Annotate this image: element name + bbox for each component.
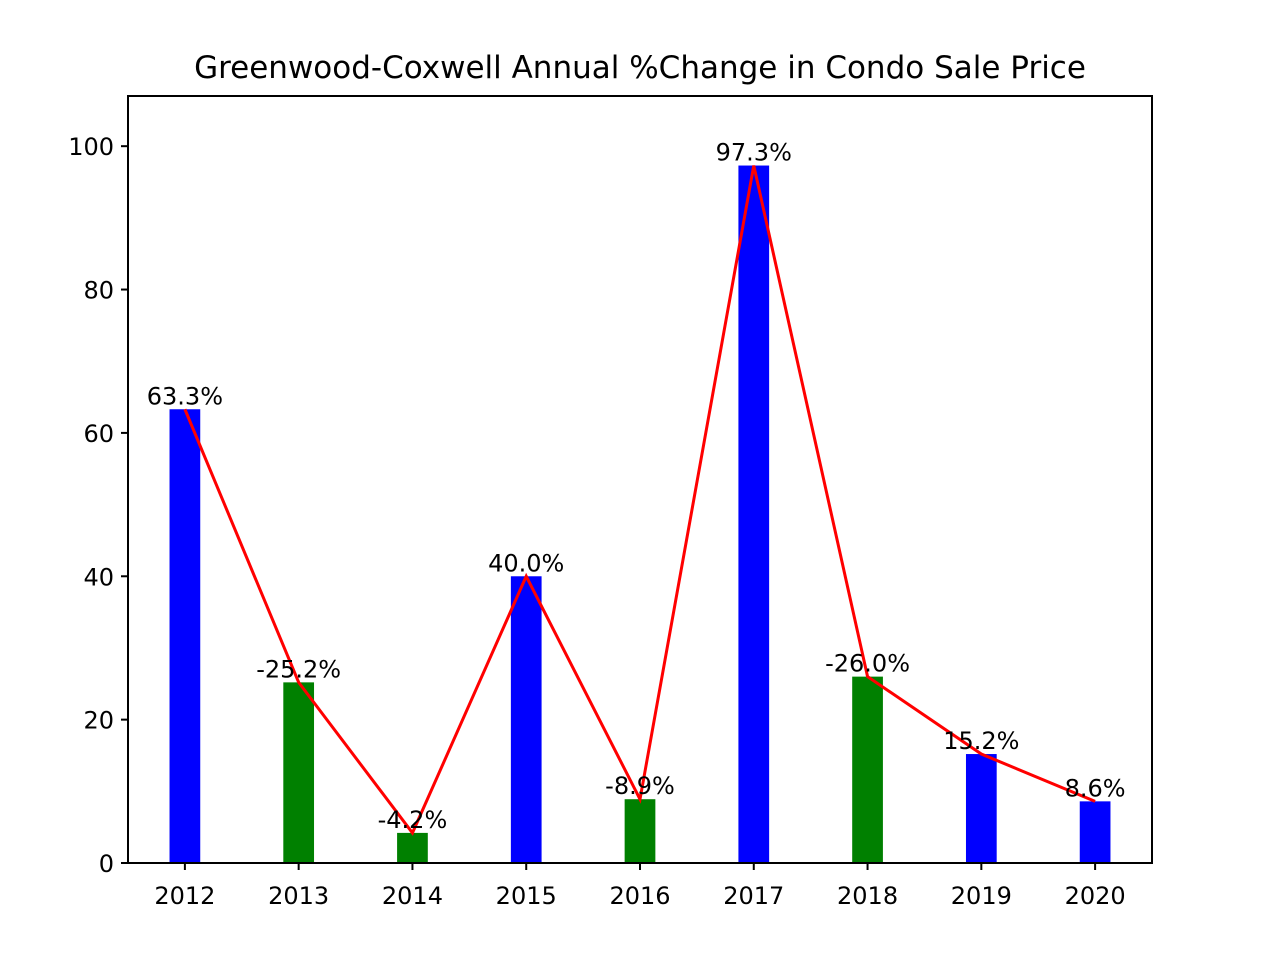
data-label-2014: -4.2% [378, 806, 448, 834]
bar-2019 [965, 754, 997, 863]
data-label-2012: 63.3% [147, 382, 223, 410]
x-tick-label-2014: 2014 [382, 882, 443, 910]
y-tick-label-60: 60 [83, 420, 114, 448]
y-tick-label-100: 100 [68, 133, 114, 161]
chart-title: Greenwood-Coxwell Annual %Change in Cond… [194, 50, 1086, 86]
y-tick-label-40: 40 [83, 563, 114, 591]
y-tick-label-80: 80 [83, 277, 114, 305]
data-label-2020: 8.6% [1065, 774, 1126, 802]
bar-2012 [169, 409, 201, 863]
x-tick-label-2019: 2019 [951, 882, 1012, 910]
trend-line-layer [183, 165, 1096, 836]
y-tick-label-0: 0 [99, 850, 114, 878]
bars-layer [169, 165, 1111, 864]
data-label-2017: 97.3% [716, 139, 792, 167]
x-tick-label-2020: 2020 [1065, 882, 1126, 910]
data-label-2015: 40.0% [488, 549, 564, 577]
data-label-2016: -8.9% [605, 772, 675, 800]
x-tick-label-2017: 2017 [723, 882, 784, 910]
bar-2013 [283, 682, 315, 863]
data-label-2018: -26.0% [825, 650, 910, 678]
bar-2016 [624, 799, 656, 863]
x-tick-label-2013: 2013 [268, 882, 329, 910]
x-tick-label-2015: 2015 [496, 882, 557, 910]
x-tick-label-2012: 2012 [154, 882, 215, 910]
data-label-2013: -25.2% [256, 655, 341, 683]
data-labels-layer: 63.3% -25.2% -4.2% 40.0% -8.9% 97.3% -26.0% 15.… [147, 139, 1126, 834]
bar-2017 [738, 165, 770, 864]
bar-2014 [397, 832, 428, 863]
axes-layer: 0 20 40 60 80 100 2012 2013 2014 2015 2016 2017 2018… [68, 95, 1153, 910]
x-tick-label-2016: 2016 [609, 882, 670, 910]
data-label-2019: 15.2% [943, 727, 1019, 755]
y-tick-label-20: 20 [83, 707, 114, 735]
x-tick-label-2018: 2018 [837, 882, 898, 910]
bar-2015 [510, 576, 542, 863]
trend-line [183, 165, 1096, 836]
bar-2018 [852, 676, 883, 863]
bar-2020 [1079, 801, 1111, 863]
